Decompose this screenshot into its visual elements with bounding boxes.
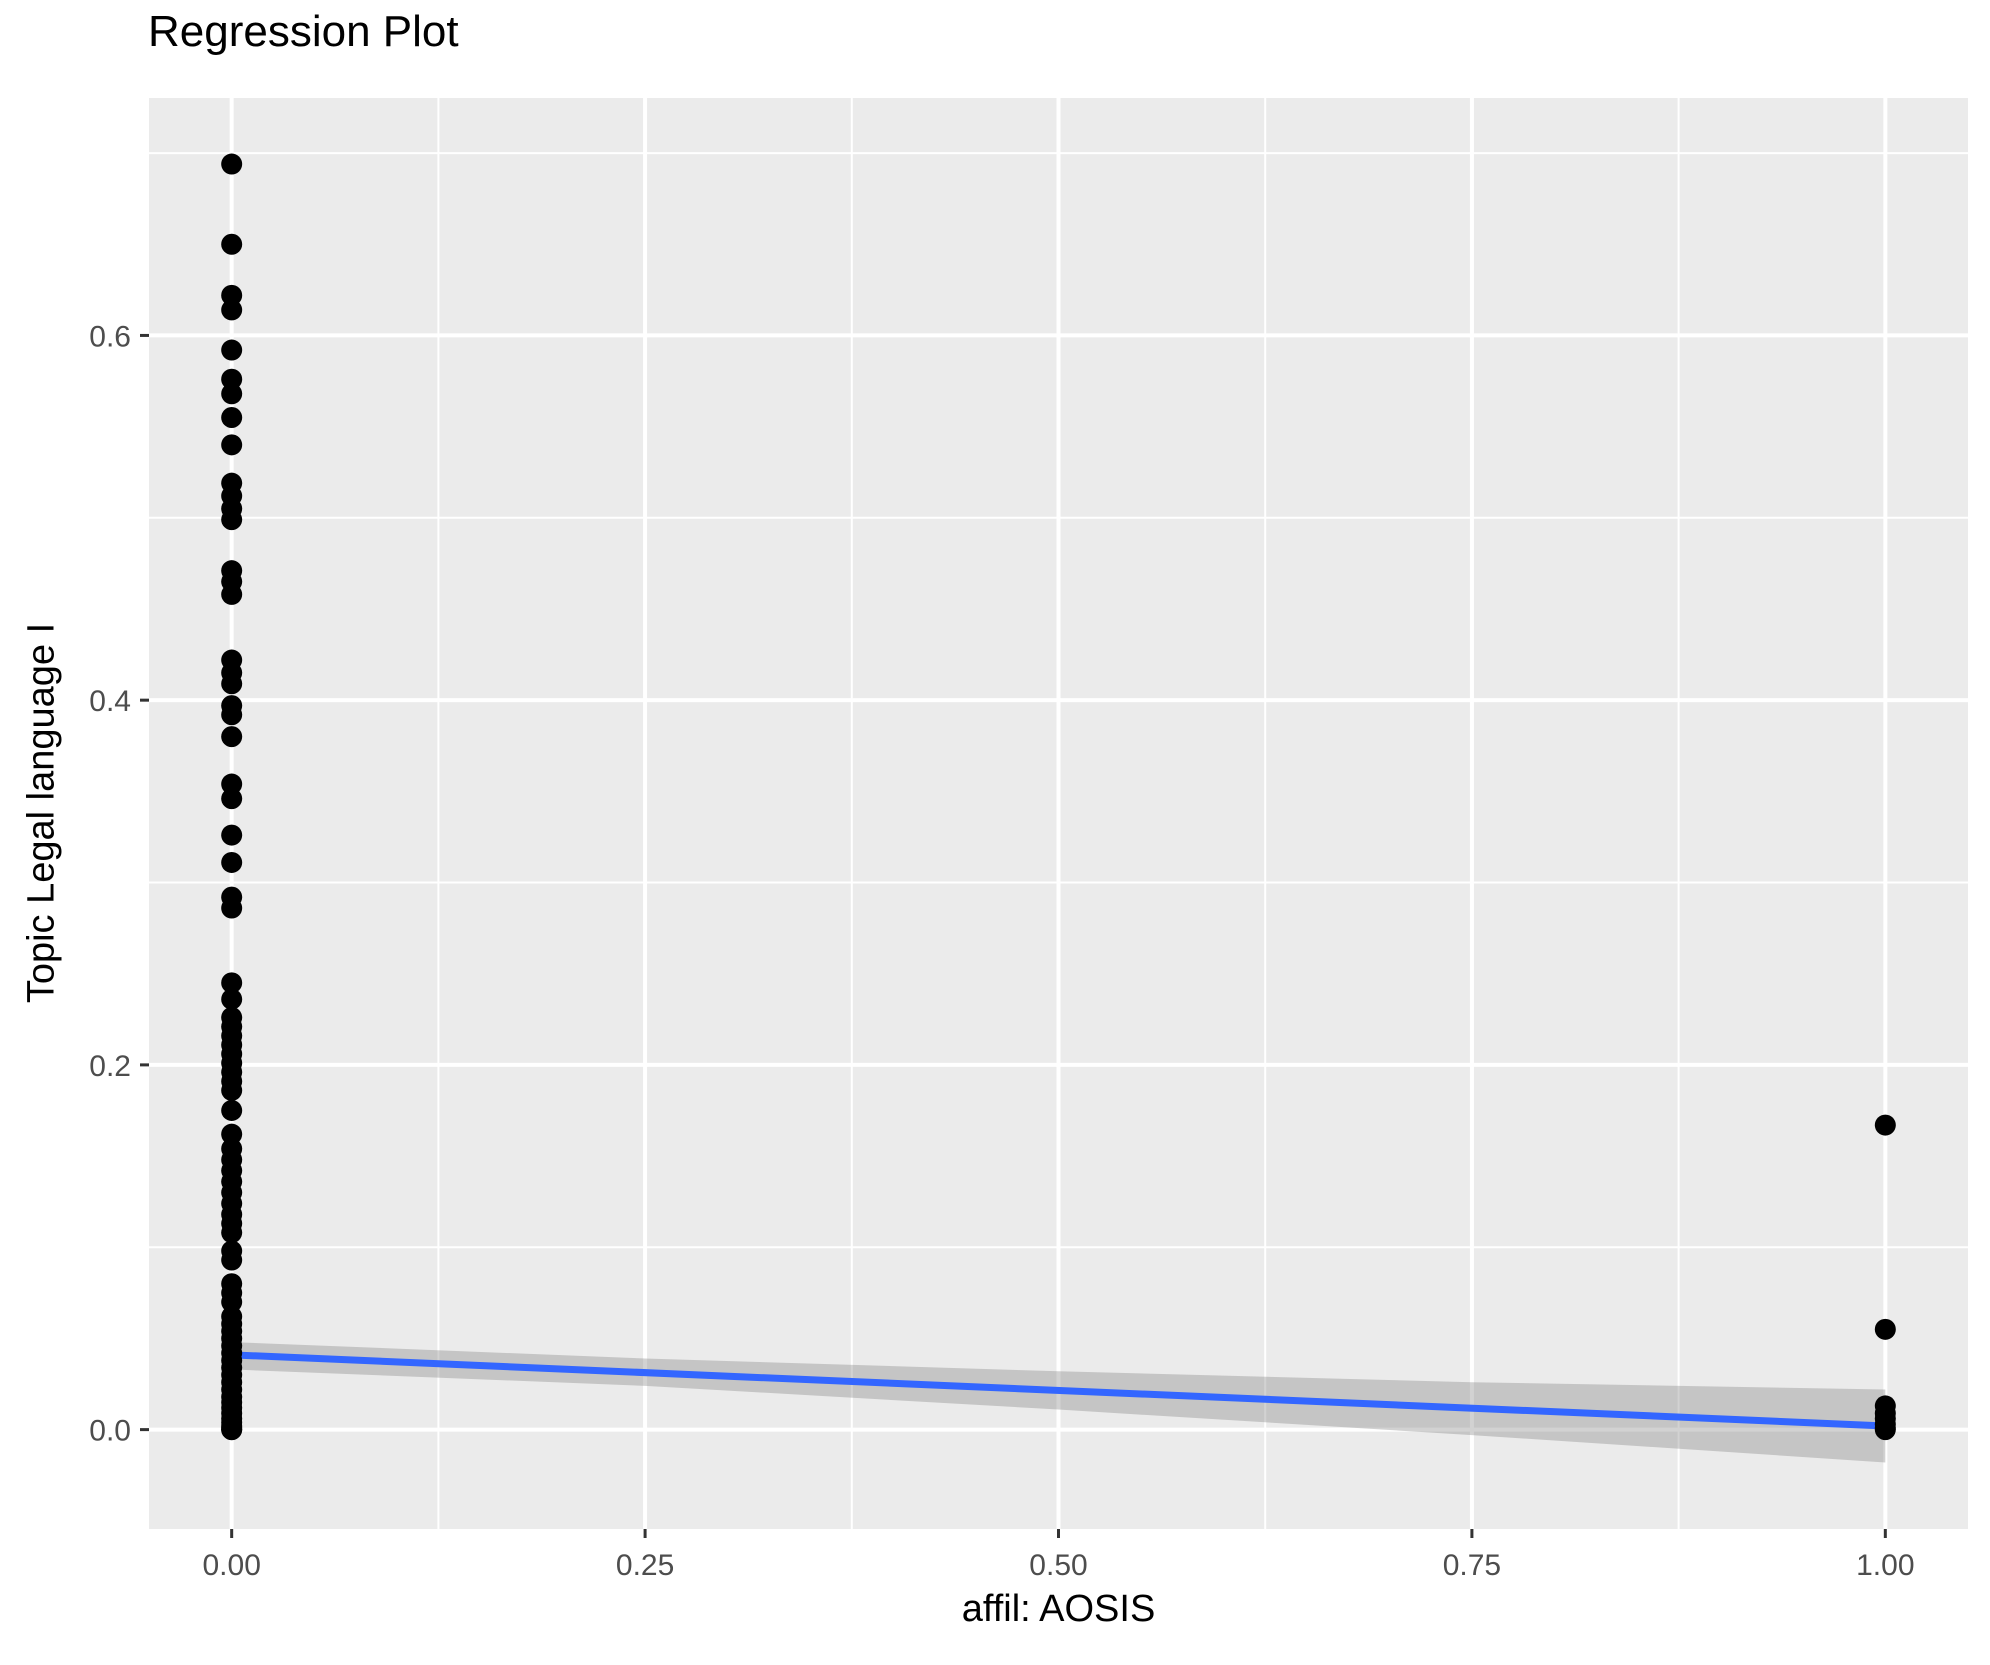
y-tick-label: 0.2: [89, 1050, 131, 1083]
data-point: [221, 509, 243, 531]
data-point: [221, 988, 243, 1010]
data-point: [221, 1123, 243, 1145]
data-point: [1874, 1318, 1896, 1340]
x-tick-label: 1.00: [1856, 1549, 1914, 1582]
data-point: [221, 1222, 243, 1244]
data-point: [221, 339, 243, 361]
data-point: [221, 897, 243, 919]
x-axis-title: affil: AOSIS: [961, 1588, 1156, 1630]
data-point: [221, 1249, 243, 1271]
data-point: [221, 299, 243, 321]
data-point: [221, 284, 243, 306]
data-point: [221, 1419, 243, 1441]
x-tick-label: 0.50: [1029, 1549, 1087, 1582]
data-point: [221, 406, 243, 428]
data-point: [221, 1291, 243, 1313]
data-point: [221, 773, 243, 795]
data-point: [221, 368, 243, 390]
data-point: [221, 851, 243, 873]
data-point: [221, 1099, 243, 1121]
data-point: [221, 726, 243, 748]
data-point: [221, 233, 243, 255]
data-point: [1874, 1114, 1896, 1136]
data-point: [221, 704, 243, 726]
y-tick-label: 0.0: [89, 1415, 131, 1448]
data-point: [221, 583, 243, 605]
y-tick-label: 0.4: [89, 685, 131, 718]
x-tick-label: 0.00: [202, 1549, 260, 1582]
data-point: [221, 788, 243, 810]
data-point: [221, 434, 243, 456]
data-point: [221, 824, 243, 846]
data-point: [221, 1079, 243, 1101]
data-point: [221, 153, 243, 175]
regression-line: [228, 1351, 1889, 1430]
plot-title: Regression Plot: [148, 7, 459, 56]
data-point: [221, 383, 243, 405]
x-tick-label: 0.75: [1443, 1549, 1501, 1582]
data-point: [221, 673, 243, 695]
x-tick-label: 0.25: [616, 1549, 674, 1582]
y-tick-label: 0.6: [89, 320, 131, 353]
y-axis-title: Topic Legal language I: [20, 622, 63, 1004]
data-point: [1874, 1419, 1896, 1441]
data-point: [221, 972, 243, 994]
